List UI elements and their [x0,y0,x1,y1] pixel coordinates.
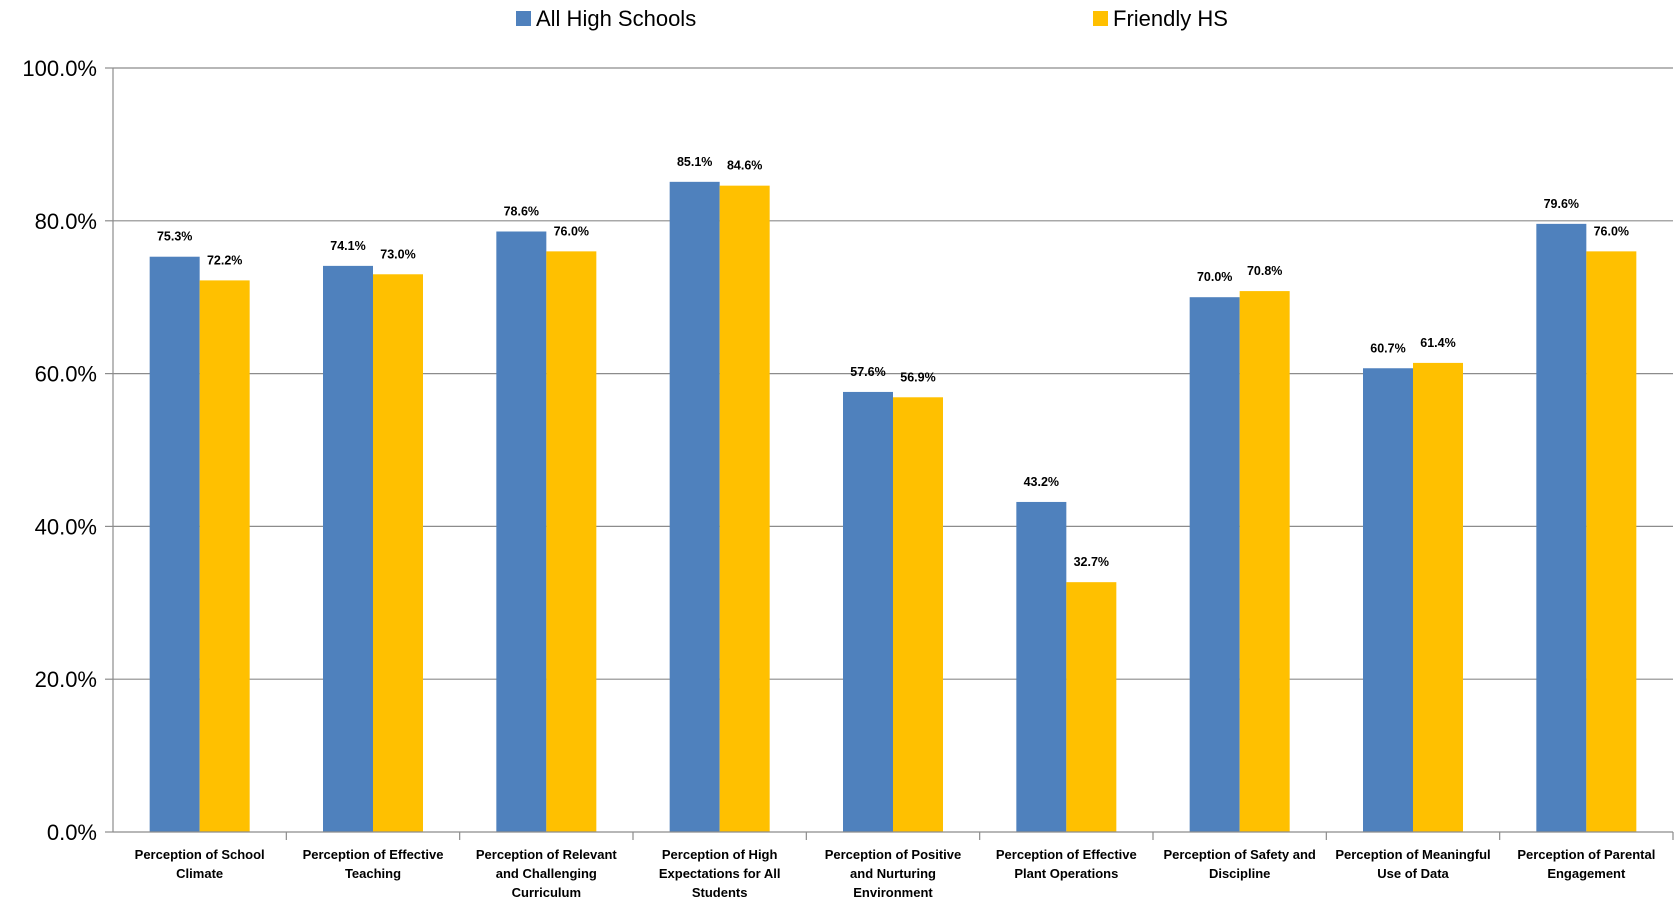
y-tick-label: 40.0% [35,514,97,539]
data-label: 78.6% [504,204,539,218]
data-label: 85.1% [677,155,712,169]
y-tick-label: 80.0% [35,209,97,234]
data-label: 84.6% [727,159,762,173]
y-axis: 0.0% 20.0% 40.0% 60.0% 80.0% 100.0% [22,56,114,845]
x-axis: Perception of School Climate Perception of… [113,831,1674,900]
bar [1413,362,1463,832]
bar [1536,223,1587,832]
data-label: 70.0% [1197,270,1232,284]
data-label: 57.6% [850,365,885,379]
bar [1189,297,1240,832]
bar [1066,582,1117,832]
y-tick-label: 20.0% [35,667,97,692]
data-label: 56.9% [900,370,935,384]
category-label: Perception of Effective Plant Operations [996,847,1137,881]
category-label: Perception of Meaningful Use of Data [1335,847,1490,881]
legend-label: All High Schools [536,6,696,31]
bar [373,274,423,832]
data-label: 79.6% [1544,197,1579,211]
bar [843,391,893,832]
bars: 75.3% 72.2% 74.1% 73.0% 78.6% 76.0% 85.1% 84.6%… [149,155,1637,833]
category-label: Perception of Positive and Nurturing Envir… [825,847,962,900]
y-tick-label: 0.0% [47,820,97,845]
data-label: 75.3% [157,230,192,244]
bar [323,265,373,833]
category-label: Perception of Safety and Discipline [1163,847,1315,881]
bar [199,280,250,833]
bar [719,185,770,832]
category-label: Perception of Effective Teaching [303,847,444,881]
legend: All High Schools Friendly HS [516,6,1228,31]
bar [496,231,547,833]
bar [1586,251,1637,833]
data-label: 76.0% [1594,224,1629,238]
data-label: 74.1% [330,239,365,253]
bar [149,256,200,832]
data-label: 43.2% [1024,475,1059,489]
data-label: 70.8% [1247,264,1282,278]
data-label: 32.7% [1074,555,1109,569]
data-label: 61.4% [1420,336,1455,350]
bar [669,181,720,832]
category-label: Perception of High Expectations for All St… [659,847,781,900]
legend-swatch [1093,11,1108,26]
y-tick-label: 60.0% [35,362,97,387]
bar [893,397,943,832]
data-label: 72.2% [207,253,242,267]
legend-swatch [516,11,531,26]
category-label: Perception of School Climate [135,847,265,881]
category-label: Perception of Parental Engagement [1517,847,1655,881]
legend-label: Friendly HS [1113,6,1228,31]
data-label: 76.0% [554,224,589,238]
bar [1016,501,1067,832]
category-label: Perception of Relevant and Challenging Cur… [476,847,618,900]
data-label: 73.0% [380,247,415,261]
y-tick-label: 100.0% [22,56,97,81]
bar [1363,368,1413,832]
bar [1239,291,1290,832]
data-label: 60.7% [1370,341,1405,355]
bar [546,251,597,833]
